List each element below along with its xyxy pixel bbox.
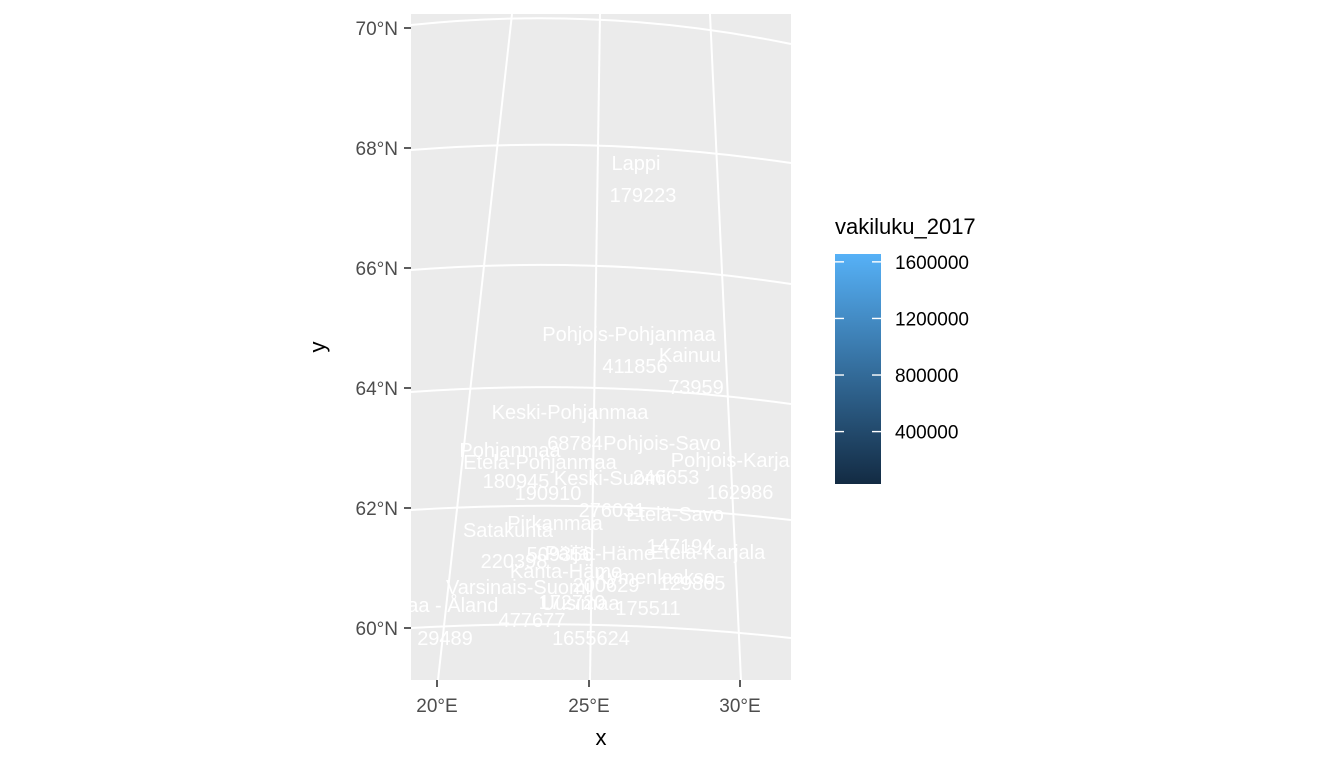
region-value-satakunta: 220398 xyxy=(481,551,548,573)
legend-colorbar xyxy=(835,254,881,484)
graticule-parallel xyxy=(410,623,792,639)
region-label-varsinais-suomi: Varsinais-Suomi xyxy=(446,577,590,599)
region-label-pohjois-karjala: Pohjois-Karjala xyxy=(671,450,806,472)
graticule-meridian xyxy=(437,13,513,681)
region-value-pohjanmaa: 180945 xyxy=(483,471,550,493)
region-label-etel-pohjanmaa: Etelä-Pohjanmaa xyxy=(463,452,617,474)
region-label-kainuu: Kainuu xyxy=(659,345,721,367)
region-value-keski-suomi: 276031 xyxy=(579,500,646,522)
graticule-meridian xyxy=(709,13,742,681)
region-value-kymenlaakso: 175511 xyxy=(615,598,680,620)
region-value-pohjois-savo: 246653 xyxy=(633,467,700,489)
region-label-lappi: Lappi xyxy=(612,153,661,175)
region-label-uusimaa: Uusimaa xyxy=(541,593,621,615)
region-value-etel-pohjanmaa: 190910 xyxy=(515,483,582,505)
region-value-pohjois-karjala: 162986 xyxy=(707,482,774,504)
y-tick-label-62: 62°N xyxy=(356,499,398,520)
region-value-kainuu: 73959 xyxy=(668,377,724,399)
legend-label-1200000: 1200000 xyxy=(895,309,969,330)
x-tick-label-30: 30°E xyxy=(719,696,760,717)
region-label-kymenlaakso: Kymenlaakso xyxy=(595,567,715,589)
y-axis-title: y xyxy=(305,342,330,353)
region-labels: Lappi 179223 Pohjois-Pohjanmaa 411856Kainuu… xyxy=(312,153,807,650)
graticule-parallel xyxy=(410,263,792,285)
legend-title: vakiluku_2017 xyxy=(835,214,976,239)
region-value-keski-pohjanmaa: 68784 xyxy=(547,433,603,455)
region-value-uusimaa: 1655624 xyxy=(552,628,630,650)
y-tick-label-60: 60°N xyxy=(356,619,398,640)
legend-label-800000: 800000 xyxy=(895,366,958,387)
region-value-lappi: 179223 xyxy=(610,185,677,207)
x-axis: 20°E 25°E 30°E xyxy=(416,680,761,717)
region-value-p-ij-t-h-me: 200629 xyxy=(573,575,640,597)
graticule-parallel xyxy=(410,17,792,45)
region-label-keski-suomi: Keski-Suomi xyxy=(554,468,666,490)
graticule-parallel xyxy=(410,504,792,521)
region-value-pirkanmaa: 509356 xyxy=(527,544,594,566)
legend: vakiluku_2017 1600000 1200000 800000 400000 xyxy=(835,214,976,484)
y-tick-label-68: 68°N xyxy=(356,139,398,160)
y-tick-label-64: 64°N xyxy=(356,379,398,400)
graticule-parallel xyxy=(410,386,792,405)
graticule xyxy=(410,13,792,681)
y-tick-label-70: 70°N xyxy=(356,19,398,40)
x-tick-label-25: 25°E xyxy=(568,696,609,717)
region-label-ahvenanmaa-land: Ahvenanmaa - Åland xyxy=(312,594,499,617)
region-label-etel-karjala: Etelä-Karjala xyxy=(651,542,766,564)
graticule-parallel xyxy=(410,143,792,164)
region-label-pirkanmaa: Pirkanmaa xyxy=(507,513,603,535)
region-label-kanta-h-me: Kanta-Häme xyxy=(510,561,622,583)
region-label-etel-savo: Etelä-Savo xyxy=(626,504,724,526)
region-value-ahvenanmaa-land: 29489 xyxy=(417,628,473,650)
region-label-keski-pohjanmaa: Keski-Pohjanmaa xyxy=(492,402,650,424)
region-label-pohjanmaa: Pohjanmaa xyxy=(459,440,561,462)
region-label-satakunta: Satakunta xyxy=(463,520,554,542)
region-value-kanta-h-me: 172720 xyxy=(539,592,606,614)
region-label-p-ij-t-h-me: Päijät-Häme xyxy=(545,543,655,565)
region-label-pohjois-savo: Pohjois-Savo xyxy=(603,433,721,455)
region-label-pohjois-pohjanmaa: Pohjois-Pohjanmaa xyxy=(542,324,716,346)
legend-label-400000: 400000 xyxy=(895,423,958,444)
legend-label-1600000: 1600000 xyxy=(895,253,969,274)
region-value-pohjois-pohjanmaa: 411856 xyxy=(602,356,667,378)
graticule-meridian xyxy=(589,13,601,681)
region-value-etel-karjala: 129865 xyxy=(659,573,726,595)
region-value-etel-savo: 147194 xyxy=(647,536,714,558)
region-value-varsinais-suomi: 477677 xyxy=(499,610,566,632)
y-tick-label-66: 66°N xyxy=(356,259,398,280)
y-axis: 70°N 68°N 66°N 64°N 62°N 60°N xyxy=(356,19,411,640)
x-axis-title: x xyxy=(596,725,607,750)
legend-ticks: 1600000 1200000 800000 400000 xyxy=(835,253,969,444)
x-tick-label-20: 20°E xyxy=(416,696,457,717)
